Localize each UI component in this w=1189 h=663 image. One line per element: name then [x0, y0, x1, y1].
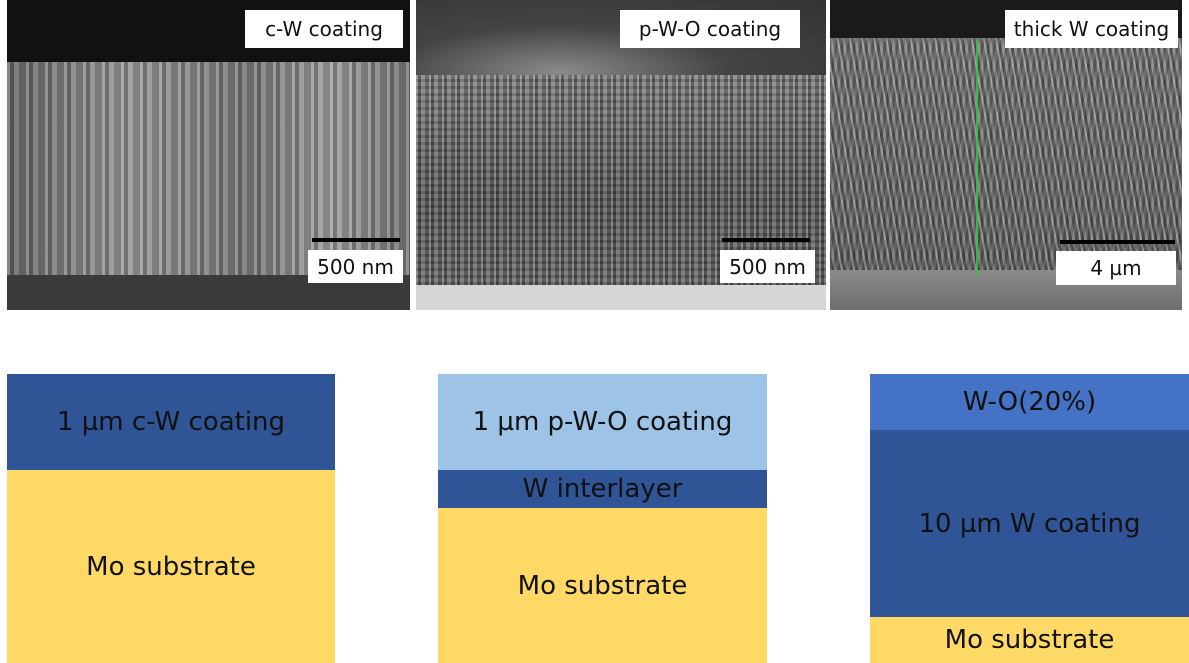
scale-bar — [722, 238, 810, 242]
layer: Mo substrate — [7, 470, 335, 663]
coating-texture — [7, 62, 410, 275]
scale-label: 4 µm — [1056, 251, 1176, 285]
sem-image: p-W-O coating 500 nm — [416, 0, 826, 310]
scale-label: 500 nm — [720, 250, 815, 283]
layer: W interlayer — [438, 470, 767, 508]
layer: Mo substrate — [438, 508, 767, 663]
sem-image: thick W coating 4 µm — [830, 0, 1182, 310]
layer-diagram: W-O(20%) 10 µm W coating Mo substrate — [870, 374, 1189, 663]
layer: 1 µm p-W-O coating — [438, 374, 767, 470]
scale-bar — [1060, 240, 1175, 244]
layer-diagram: 1 µm c-W coating Mo substrate — [7, 374, 335, 663]
panel-label: p-W-O coating — [620, 10, 800, 48]
layer-diagram: 1 µm p-W-O coating W interlayer Mo subst… — [438, 374, 767, 663]
layer: 10 µm W coating — [870, 430, 1189, 617]
layer: Mo substrate — [870, 617, 1189, 663]
layer: 1 µm c-W coating — [7, 374, 335, 470]
scale-bar — [312, 238, 400, 242]
panel-label: thick W coating — [1005, 10, 1178, 48]
measure-line — [976, 40, 978, 275]
panel-label: c-W coating — [245, 10, 403, 48]
scale-label: 500 nm — [308, 250, 403, 283]
layer: W-O(20%) — [870, 374, 1189, 430]
substrate-region — [416, 285, 826, 310]
sem-image: c-W coating 500 nm — [7, 0, 410, 310]
figure: c-W coating 500 nm p-W-O coating 500 nm … — [0, 0, 1189, 663]
